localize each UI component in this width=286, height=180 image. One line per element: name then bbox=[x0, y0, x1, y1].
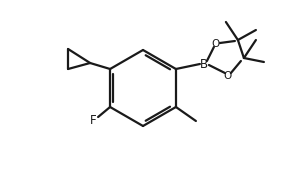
Text: O: O bbox=[212, 39, 220, 49]
Text: O: O bbox=[224, 71, 232, 81]
Text: B: B bbox=[200, 57, 208, 71]
Text: F: F bbox=[90, 114, 96, 127]
